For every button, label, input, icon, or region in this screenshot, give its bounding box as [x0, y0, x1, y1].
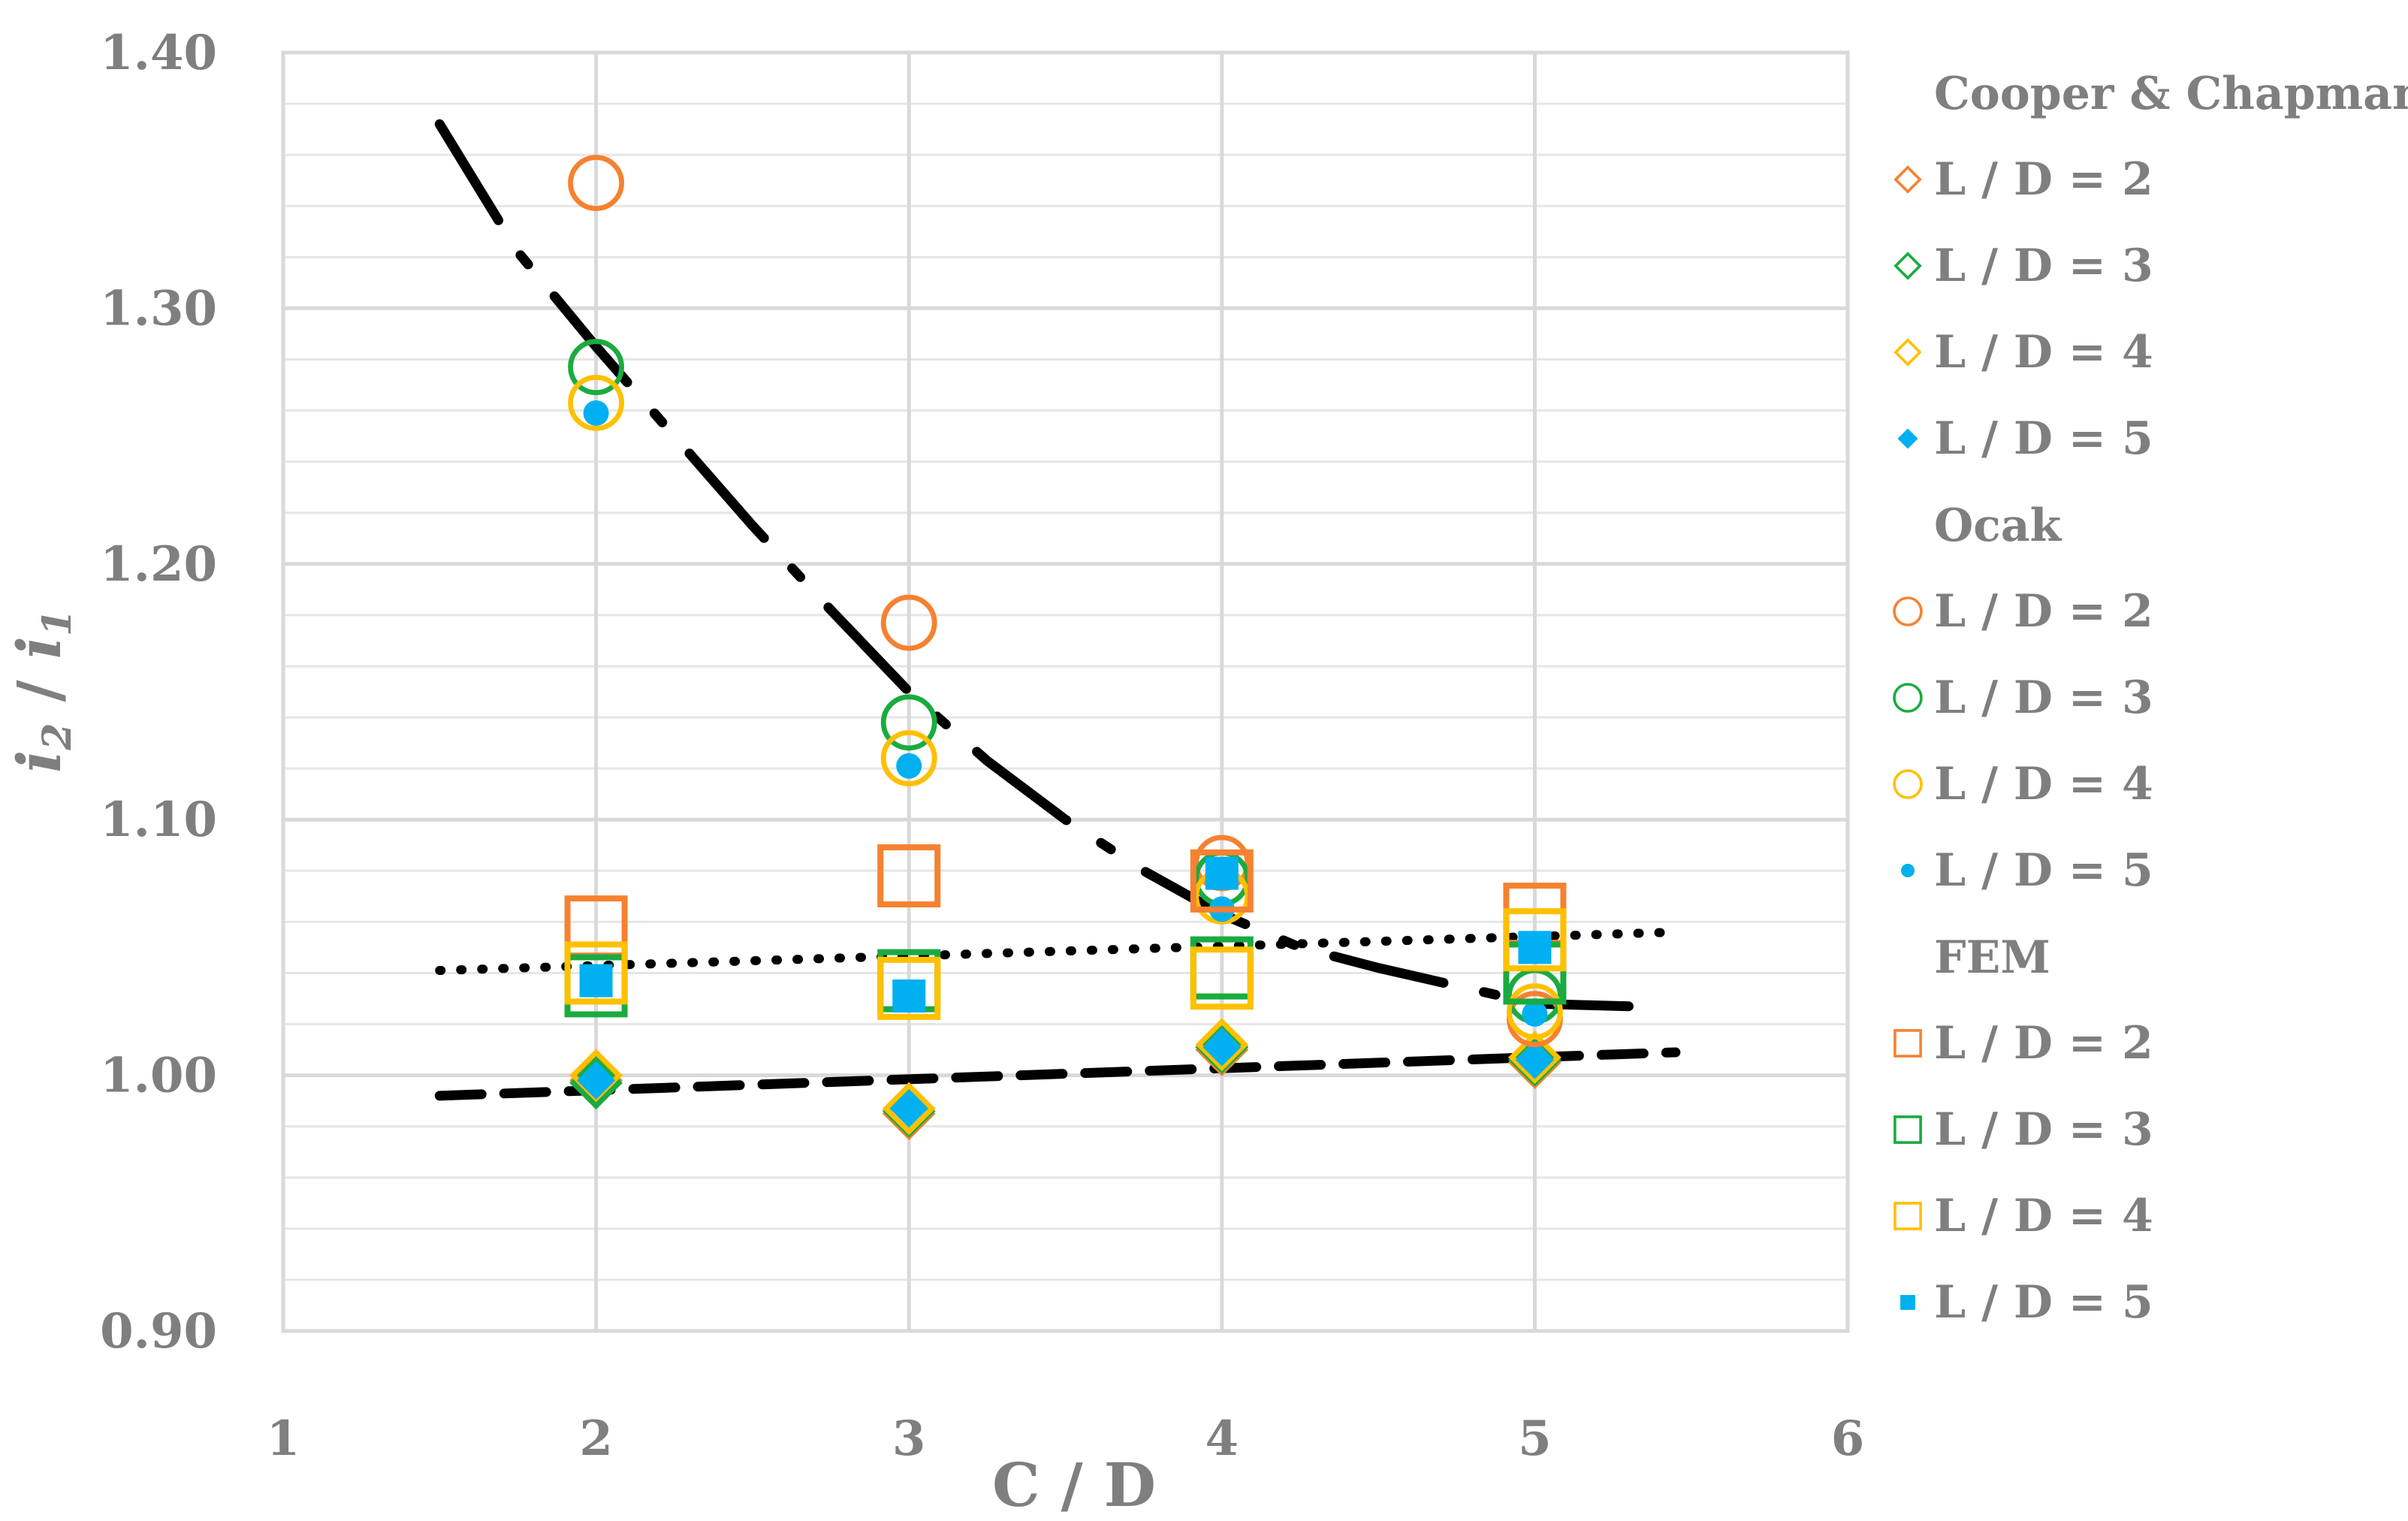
ocak-point-ld5 [896, 753, 922, 779]
plot-area-frame [281, 50, 1850, 1333]
legend-entry-label: L / D = 2 [1934, 1017, 2153, 1070]
ocak-trend [434, 119, 1634, 1012]
legend-marker-cooper-chapman-ld3 [1894, 252, 1922, 280]
legend-entry-label: L / D = 3 [1934, 671, 2153, 724]
ocak-point-ld4 [568, 374, 624, 431]
x-axis-title: C / D [992, 1450, 1156, 1520]
legend-marker-fem-ld4 [1894, 1202, 1922, 1230]
cooper-chapman-point-ld4 [1195, 1018, 1249, 1072]
legend-marker-cooper-chapman-ld4 [1894, 338, 1922, 367]
cooper-chapman-point-ld3 [569, 1056, 623, 1110]
fem-point-ld5 [579, 964, 613, 997]
legend-marker-ocak-ld3 [1893, 683, 1923, 713]
ocak-point-ld2 [880, 594, 937, 651]
y-tick-label: 1.20 [100, 536, 217, 593]
y-axis-title-i2: i [4, 750, 74, 773]
y-axis-title-sub1: 1 [35, 609, 80, 636]
legend-marker-cooper-chapman-ld5 [1897, 428, 1918, 449]
trendlines [434, 119, 1681, 1101]
y-axis-title: i2 / i1 [4, 609, 80, 773]
legend-marker-fem-ld2 [1894, 1029, 1922, 1058]
x-tick-label: 6 [1831, 1411, 1865, 1467]
fem-point-ld5 [1518, 931, 1552, 964]
major-gridlines [281, 50, 1850, 1333]
legend-entry-label: L / D = 3 [1934, 1103, 2153, 1156]
legend-marker-ocak-ld4 [1893, 769, 1923, 799]
y-tick-label: 1.30 [100, 280, 217, 336]
fem-point-ld2 [877, 844, 941, 908]
fem-point-ld5 [1205, 856, 1239, 890]
fem-point-ld4 [1503, 908, 1567, 972]
y-tick-label: 1.10 [100, 792, 217, 848]
cooper-trend [434, 1047, 1681, 1101]
x-tick-label: 2 [579, 1411, 613, 1467]
legend-marker-fem-ld3 [1894, 1115, 1922, 1144]
ocak-point-ld2 [568, 155, 624, 212]
minor-gridlines [283, 51, 1848, 1332]
cooper-chapman-point-ld5 [1202, 1028, 1242, 1067]
y-axis-title-sub2: 2 [35, 723, 80, 750]
x-tick-label: 4 [1206, 1411, 1239, 1467]
y-axis-title-sep: / [4, 659, 74, 723]
legend-marker-cooper-chapman-ld2 [1894, 165, 1922, 194]
fem-point-ld2 [1190, 849, 1254, 913]
cooper-chapman-point-ld4 [882, 1082, 936, 1136]
y-tick-label: 0.90 [100, 1303, 217, 1360]
fem-trend [435, 927, 1680, 976]
legend: Cooper & Chapman L / D = 2 L / D = 3 L / D … [1893, 68, 2408, 1329]
legend-entry-label: L / D = 5 [1934, 412, 2153, 465]
legend-entry-label: L / D = 2 [1934, 585, 2153, 638]
fem-point-ld4 [564, 941, 628, 1005]
legend-marker-ocak-ld5 [1901, 864, 1915, 877]
data-markers [564, 155, 1567, 1141]
legend-entry-label: L / D = 2 [1934, 153, 2153, 206]
legend-entry-label: L / D = 5 [1934, 1276, 2153, 1329]
legend-entry-label: L / D = 4 [1934, 326, 2153, 379]
legend-entry-label: L / D = 4 [1934, 1190, 2153, 1242]
fem-point-ld5 [892, 979, 926, 1013]
cooper-chapman-point-ld5 [1515, 1040, 1554, 1079]
fem-point-ld4 [877, 956, 941, 1020]
ocak-point-ld5 [1522, 1000, 1548, 1027]
y-axis-title-i1: i [4, 636, 74, 659]
y-axis-tick-labels: 0.90 1.00 1.10 1.20 1.30 1.40 [100, 25, 217, 1360]
cooper-chapman-point-ld5 [577, 1061, 616, 1100]
x-tick-label: 1 [267, 1411, 300, 1467]
ocak-point-ld5 [583, 400, 609, 426]
x-tick-label: 3 [892, 1411, 926, 1467]
legend-group-title: Cooper & Chapman [1934, 68, 2408, 120]
cooper-chapman-point-ld4 [1507, 1031, 1562, 1085]
fem-point-ld4 [1190, 946, 1254, 1010]
legend-group-title: Ocak [1934, 499, 2062, 552]
ocak-point-ld4 [1507, 983, 1563, 1040]
legend-entry-label: L / D = 4 [1934, 758, 2153, 810]
legend-group-title: FEM [1934, 931, 2050, 984]
y-tick-label: 1.40 [100, 25, 217, 81]
ocak-point-ld3 [568, 339, 624, 396]
x-axis-tick-labels: 1 2 3 4 5 6 [267, 1411, 1865, 1467]
cooper-chapman-point-ld5 [889, 1089, 928, 1128]
ocak-point-ld3 [880, 694, 937, 751]
ocak-point-ld4 [880, 730, 937, 786]
legend-marker-fem-ld5 [1900, 1295, 1915, 1310]
x-tick-label: 5 [1518, 1411, 1552, 1467]
y-tick-label: 1.00 [100, 1048, 217, 1104]
legend-marker-ocak-ld2 [1893, 596, 1923, 626]
legend-entry-label: L / D = 3 [1934, 240, 2153, 292]
legend-entry-label: L / D = 5 [1934, 844, 2153, 897]
